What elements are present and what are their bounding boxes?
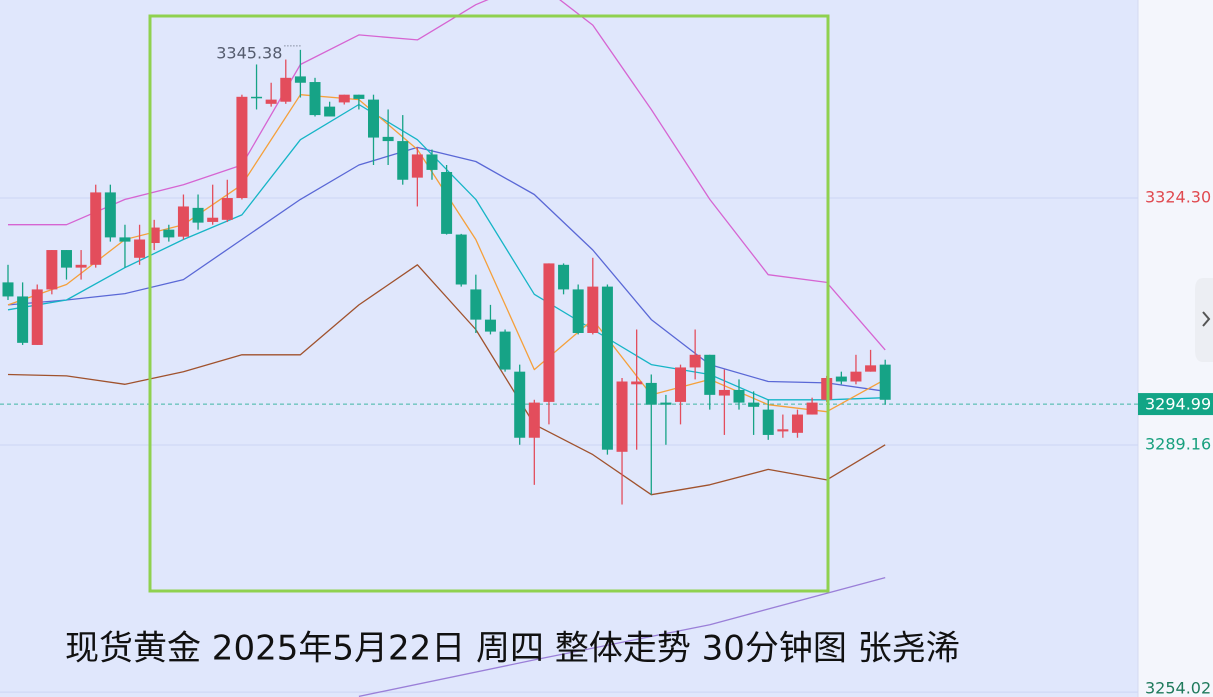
candle-body (46, 250, 58, 290)
candle-body (368, 99, 379, 138)
candle-body (733, 389, 745, 403)
candle-body (499, 331, 511, 370)
candle-body (558, 264, 570, 290)
candle-body (704, 354, 716, 395)
candle-body (762, 409, 774, 435)
candle-body (835, 376, 847, 382)
highlight-box (148, 14, 830, 593)
indicator-line (8, 0, 886, 351)
candle-body (119, 237, 131, 242)
candle-body (748, 402, 760, 407)
candle-body (60, 250, 72, 268)
indicator-line (7, 146, 886, 392)
candle-body (177, 206, 189, 237)
candle-body (601, 286, 613, 450)
candle-body (879, 364, 891, 400)
candle-body (236, 96, 248, 199)
candle-body (294, 76, 306, 83)
candle-body (324, 106, 336, 117)
candle-body (265, 99, 277, 104)
candle-body (104, 192, 116, 238)
candle-body (865, 365, 877, 372)
y-tick-label: 3289.16 (1145, 435, 1211, 454)
candle-body (645, 382, 657, 405)
y-tick-label: 3254.02 (1145, 679, 1211, 697)
candle-body (850, 371, 862, 382)
candle-body (134, 239, 146, 258)
labels: 3254.02 3289.16 3324.30 3294.99 3345.38 (216, 43, 1213, 697)
last-price-box (1138, 393, 1213, 416)
indicator-line (358, 576, 886, 697)
candle-body (441, 172, 453, 234)
side-button[interactable] (1195, 278, 1213, 362)
candle-body (75, 264, 87, 268)
candle-body (689, 354, 701, 368)
candle-body (470, 289, 482, 320)
candles (2, 49, 891, 505)
candle-body (426, 154, 438, 170)
candle-body (397, 141, 409, 180)
candle-body (660, 402, 672, 405)
candle-body (777, 429, 789, 432)
candle-body (2, 282, 14, 297)
candle-body (791, 414, 803, 433)
candle-body (455, 234, 467, 285)
candle-body (90, 192, 102, 265)
candle-body (163, 229, 175, 238)
last-price-label: 3294.99 (1145, 395, 1211, 414)
candle-body (543, 263, 555, 402)
candle-body (251, 96, 263, 99)
side-button-bg[interactable] (1195, 278, 1213, 362)
candle-body (148, 227, 160, 244)
candle-body (572, 289, 584, 333)
candle-body (484, 319, 496, 332)
indicator-line (7, 264, 886, 496)
candle-body (353, 94, 365, 99)
candle-body (587, 286, 599, 333)
candle-body (806, 402, 818, 415)
candle-body (382, 136, 394, 142)
candle-body (718, 389, 730, 396)
candle-body (309, 82, 321, 116)
y-tick-label: 3324.30 (1145, 188, 1211, 207)
candle-body (221, 198, 233, 220)
candle-body (207, 217, 219, 222)
high-label: 3345.38 (216, 43, 282, 62)
candle-body (31, 289, 43, 345)
candle-body (616, 381, 628, 452)
candle-body (411, 154, 423, 178)
candle-body (280, 77, 292, 102)
candle-body (528, 402, 540, 438)
candle-body (675, 367, 687, 402)
candle-body (514, 371, 526, 438)
grid (0, 197, 1138, 693)
chevron-icon[interactable] (1202, 311, 1211, 327)
chart-title: 现货黄金 2025年5月22日 周四 整体走势 30分钟图 张尧浠 (65, 629, 960, 669)
candle-body (631, 381, 643, 385)
candle-body (338, 94, 350, 103)
candle-body (17, 296, 29, 343)
candle-body (192, 207, 204, 223)
